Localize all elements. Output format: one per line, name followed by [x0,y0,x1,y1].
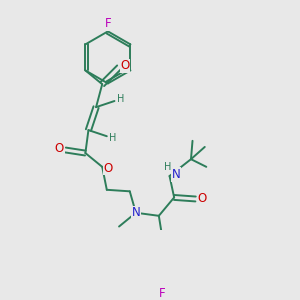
Text: N: N [172,168,181,181]
Text: H: H [109,133,117,143]
Text: H: H [164,162,172,172]
Text: N: N [131,206,140,219]
Text: O: O [198,193,207,206]
Text: O: O [121,59,130,72]
Text: F: F [159,286,165,300]
Text: H: H [117,94,124,104]
Text: O: O [104,162,113,175]
Text: F: F [105,17,111,30]
Text: O: O [55,142,64,155]
